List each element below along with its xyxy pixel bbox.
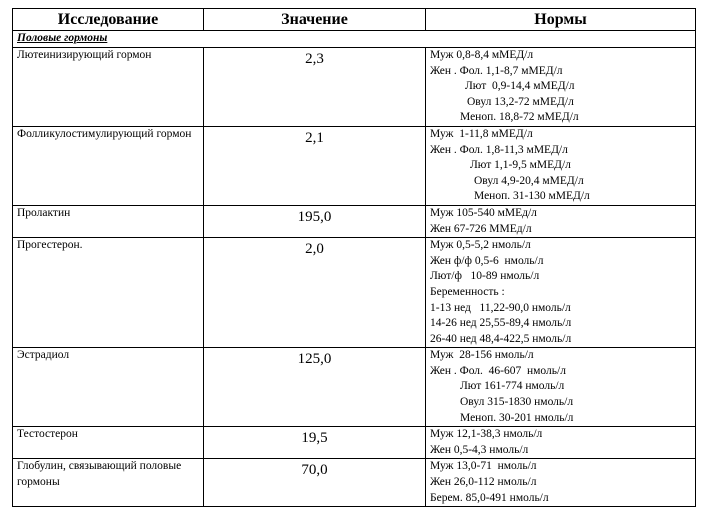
test-value: 125,0 xyxy=(203,347,426,428)
norm-line: Муж 1-11,8 мМЕД/л xyxy=(430,127,533,140)
norms-cell: Муж 12,1-38,3 нмоль/л Жен 0,5-4,3 нмоль/л xyxy=(425,426,696,460)
test-value: 2,1 xyxy=(203,125,426,206)
norm-line: Муж 13,0-71 нмоль/л xyxy=(430,460,537,473)
norm-line: 14-26 нед 25,55-89,4 нмоль/л xyxy=(430,317,572,330)
data-row: Фолликулостимулирующий гормон 2,1 Муж 1-11… xyxy=(12,125,696,206)
norm-line: 1-13 нед 11,22-90,0 нмоль/л xyxy=(430,301,571,314)
norm-line: Муж 0,5-5,2 нмоль/л xyxy=(430,239,531,252)
norm-line: Жен . Фол. 1,1-8,7 мМЕД/л xyxy=(430,64,563,77)
test-value: 2,0 xyxy=(203,237,426,349)
data-row: Глобулин, связывающий половые гормоны 70,… xyxy=(12,458,696,507)
norm-line: Берем. 85,0-491 нмоль/л xyxy=(430,491,549,504)
norms-cell: Муж 28-156 нмоль/л Жен . Фол. 46-607 нмол… xyxy=(425,347,696,428)
section-title: Половые гормоны xyxy=(12,30,696,48)
norms-cell: Муж 0,8-8,4 мМЕД/л Жен . Фол. 1,1-8,7 мМЕ… xyxy=(425,47,696,127)
data-row: Эстрадиол 125,0 Муж 28-156 нмоль/л Жен . Фо… xyxy=(12,347,696,428)
norm-line: Жен . Фол. 46-607 нмоль/л xyxy=(430,364,566,377)
norm-line: Лют/ф 10-89 нмоль/л xyxy=(430,270,540,283)
data-row: Прогестерон. 2,0 Муж 0,5-5,2 нмоль/л Жен ф/… xyxy=(12,237,696,349)
norm-line: Лют 161-774 нмоль/л xyxy=(460,380,565,393)
results-table: Исследование Значение Нормы Половые горм… xyxy=(12,8,696,507)
test-name: Прогестерон. xyxy=(12,237,204,349)
test-name: Эстрадиол xyxy=(12,347,204,428)
norm-line: Жен 26,0-112 нмоль/л xyxy=(430,476,537,489)
data-row: Тестостерон 19,5 Муж 12,1-38,3 нмоль/л Жен … xyxy=(12,426,696,460)
norm-line: 26-40 нед 48,4-422,5 нмоль/л xyxy=(430,332,572,345)
header-cell: Значение xyxy=(203,8,426,31)
data-row: Пролактин 195,0 Муж 105-540 мМЕд/л Жен 67-7… xyxy=(12,204,696,239)
norm-line: Муж 105-540 мМЕд/л xyxy=(430,206,537,219)
norm-line: Жен 0,5-4,3 нмоль/л xyxy=(430,443,529,456)
norms-cell: Муж 13,0-71 нмоль/л Жен 26,0-112 нмоль/л Б… xyxy=(425,458,696,507)
test-name: Тестостерон xyxy=(12,426,204,460)
norm-line: Муж 28-156 нмоль/л xyxy=(430,349,534,362)
test-value: 2,3 xyxy=(203,47,426,127)
test-name: Пролактин xyxy=(12,204,204,239)
norms-cell: Муж 1-11,8 мМЕД/л Жен . Фол. 1,8-11,3 мМЕ… xyxy=(425,125,696,206)
data-row: Лютеинизирующий гормон 2,3 Муж 0,8-8,4 мМЕ… xyxy=(12,47,696,127)
norm-line: Лют 1,1-9,5 мМЕД/л xyxy=(470,159,571,172)
norm-line: Муж 12,1-38,3 нмоль/л xyxy=(430,428,543,441)
norm-line: Меноп. 31-130 мМЕД/л xyxy=(474,190,590,203)
norms-cell: Муж 105-540 мМЕд/л Жен 67-726 ММЕд/л xyxy=(425,204,696,239)
test-value: 195,0 xyxy=(203,204,426,239)
norm-line: Жен . Фол. 1,8-11,3 мМЕД/л xyxy=(430,143,568,156)
norm-line: Овул 13,2-72 мМЕД/л xyxy=(467,95,574,108)
test-name: Глобулин, связывающий половые гормоны xyxy=(12,458,204,507)
header-row: Исследование Значение Нормы xyxy=(12,8,696,31)
norm-line: Овул 4,9-20,4 мМЕД/л xyxy=(474,174,584,187)
norm-line: Беременность : xyxy=(430,285,505,298)
norm-line: Муж 0,8-8,4 мМЕД/л xyxy=(430,49,534,61)
test-name: Лютеинизирующий гормон xyxy=(12,47,204,127)
test-value: 19,5 xyxy=(203,426,426,460)
norm-line: Лют 0,9-14,4 мМЕД/л xyxy=(465,80,575,93)
header-cell: Исследование xyxy=(12,8,204,31)
section-row: Половые гормоны xyxy=(12,30,696,48)
norm-line: Меноп. 18,8-72 мМЕД/л xyxy=(460,111,579,124)
norm-line: Овул 315-1830 нмоль/л xyxy=(460,396,574,409)
test-value: 70,0 xyxy=(203,458,426,507)
table-body: Исследование Значение Нормы Половые горм… xyxy=(12,8,696,507)
header-cell: Нормы xyxy=(425,8,696,31)
norm-line: Жен ф/ф 0,5-6 нмоль/л xyxy=(430,254,544,267)
norm-line: Меноп. 30-201 нмоль/л xyxy=(460,411,574,424)
norms-cell: Муж 0,5-5,2 нмоль/л Жен ф/ф 0,5-6 нмоль/л… xyxy=(425,237,696,349)
test-name: Фолликулостимулирующий гормон xyxy=(12,125,204,206)
norm-line: Жен 67-726 ММЕд/л xyxy=(430,222,532,235)
